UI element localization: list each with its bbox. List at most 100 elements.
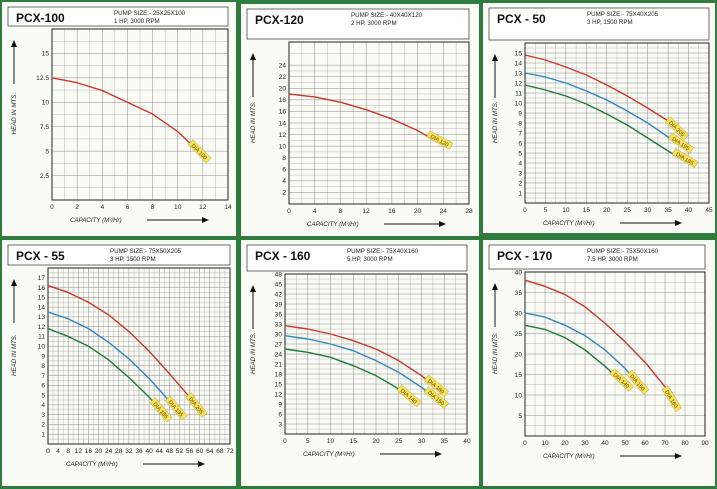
- x-tick-label: 20: [561, 440, 569, 447]
- x-tick-label: 10: [174, 204, 182, 211]
- x-tick-label: 8: [66, 448, 70, 455]
- y-tick-label: 24: [279, 62, 287, 69]
- x-tick-label: 56: [186, 448, 194, 455]
- x-tick-label: 4: [313, 208, 317, 215]
- x-axis-arrowhead: [435, 451, 442, 457]
- series-line-green: [284, 348, 413, 402]
- title-box: [7, 6, 229, 27]
- x-tick-label: 10: [562, 207, 570, 214]
- y-tick-label: 6: [41, 383, 45, 390]
- chart-panel-3: PCX - 50 PUMP SIZE:- 75X40X205 3 HP, 1500 …: [483, 3, 715, 233]
- curve-label: DIA 205: [185, 392, 208, 418]
- y-tick-label: 18: [279, 97, 287, 104]
- x-tick-label: 35: [664, 207, 672, 214]
- y-tick-label: 6: [278, 411, 282, 418]
- y-tick-label: 12.5: [36, 75, 49, 82]
- y-tick-label: 5: [45, 148, 49, 155]
- chart-panel-2: PCX-120 PUMP SIZE:- 40X40X120 2 HP, 3000 R…: [241, 4, 479, 236]
- x-axis-label: CAPACITY (M³/Hr): [543, 220, 595, 227]
- x-tick-label: 35: [441, 438, 449, 445]
- chart-title: PCX-120: [255, 13, 304, 27]
- curve-label-tag: [164, 395, 188, 421]
- x-tick-label: 0: [523, 440, 527, 447]
- plot-frame: [524, 42, 710, 204]
- title-box: [488, 7, 710, 41]
- x-axis-arrowhead: [202, 217, 209, 223]
- x-tick-label: 72: [226, 448, 234, 455]
- y-tick-label: 42: [275, 291, 283, 298]
- chart-panel-6: PCX - 170 PUMP SIZE:- 75X50X160 7.5 HP, 30…: [483, 240, 715, 486]
- y-tick-label: 24: [275, 351, 283, 358]
- x-tick-label: 4: [100, 204, 104, 211]
- chart-title: PCX - 50: [497, 12, 546, 26]
- y-axis-arrowhead: [11, 279, 17, 286]
- x-axis-label: CAPACITY (M³/Hr): [303, 451, 355, 458]
- x-tick-label: 25: [395, 438, 403, 445]
- title-box: [246, 8, 470, 40]
- x-axis-label: CAPACITY (M³/Hr): [66, 461, 118, 468]
- y-tick-label: 14: [279, 120, 287, 127]
- series-line-blue: [524, 72, 685, 149]
- series-line-green: [47, 327, 165, 416]
- x-tick-label: 6: [126, 204, 130, 211]
- x-tick-label: 8: [151, 204, 155, 211]
- y-tick-label: 9: [278, 401, 282, 408]
- x-tick-label: 60: [641, 440, 649, 447]
- curve-label-tag: [626, 369, 650, 395]
- curve-label: DIA 185: [671, 148, 699, 169]
- x-axis-label: CAPACITY (M³/Hr): [543, 453, 595, 460]
- motor-spec: 1 HP, 3000 RPM: [114, 18, 160, 25]
- curve-label-tag: [426, 130, 454, 150]
- pump-size: PUMP SIZE:- 75X40X160: [347, 248, 419, 255]
- motor-spec: 3 HP, 1500 RPM: [587, 19, 633, 26]
- x-tick-label: 50: [621, 440, 629, 447]
- x-tick-label: 20: [603, 207, 611, 214]
- x-tick-label: 24: [105, 448, 113, 455]
- x-tick-label: 40: [145, 448, 153, 455]
- y-tick-label: 12: [275, 391, 283, 398]
- x-tick-label: 4: [56, 448, 60, 455]
- y-tick-label: 18: [275, 371, 283, 378]
- y-tick-label: 15: [38, 295, 46, 302]
- curve-label-tag: [423, 386, 449, 409]
- y-axis-label: HEAD IN MTS.: [492, 332, 499, 374]
- y-tick-label: 4: [41, 402, 45, 409]
- x-tick-label: 14: [224, 204, 232, 211]
- y-tick-label: 13: [38, 314, 46, 321]
- x-tick-label: 60: [196, 448, 204, 455]
- x-tick-label: 28: [465, 208, 473, 215]
- curve-label-tag: [665, 116, 690, 141]
- title-box: [488, 244, 706, 270]
- series-line-green: [524, 324, 626, 386]
- x-axis-arrowhead: [675, 453, 682, 459]
- x-tick-label: 16: [388, 208, 396, 215]
- series-line-green: [524, 84, 689, 164]
- x-tick-label: 10: [541, 440, 549, 447]
- x-axis-label: CAPACITY (M³/Hr): [70, 217, 122, 224]
- y-axis-arrowhead: [250, 285, 256, 292]
- x-tick-label: 25: [624, 207, 632, 214]
- y-tick-label: 8: [282, 155, 286, 162]
- y-tick-label: 20: [515, 351, 523, 358]
- y-tick-label: 3: [518, 170, 522, 177]
- x-tick-label: 20: [95, 448, 103, 455]
- x-tick-label: 15: [350, 438, 358, 445]
- x-tick-label: 8: [339, 208, 343, 215]
- series-line-blue: [524, 312, 642, 388]
- chart-title: PCX-100: [16, 11, 65, 25]
- curve-label-tag: [609, 368, 634, 392]
- x-tick-label: 0: [287, 208, 291, 215]
- y-tick-label: 15: [515, 50, 523, 57]
- y-tick-label: 8: [518, 120, 522, 127]
- y-tick-label: 35: [515, 290, 523, 297]
- y-tick-label: 30: [515, 310, 523, 317]
- y-tick-label: 12: [38, 324, 46, 331]
- grid: [47, 267, 231, 445]
- pump-size: PUMP SIZE:- 40X40X120: [351, 12, 423, 19]
- x-tick-label: 5: [306, 438, 310, 445]
- y-tick-label: 22: [279, 74, 287, 81]
- y-tick-label: 15: [515, 372, 523, 379]
